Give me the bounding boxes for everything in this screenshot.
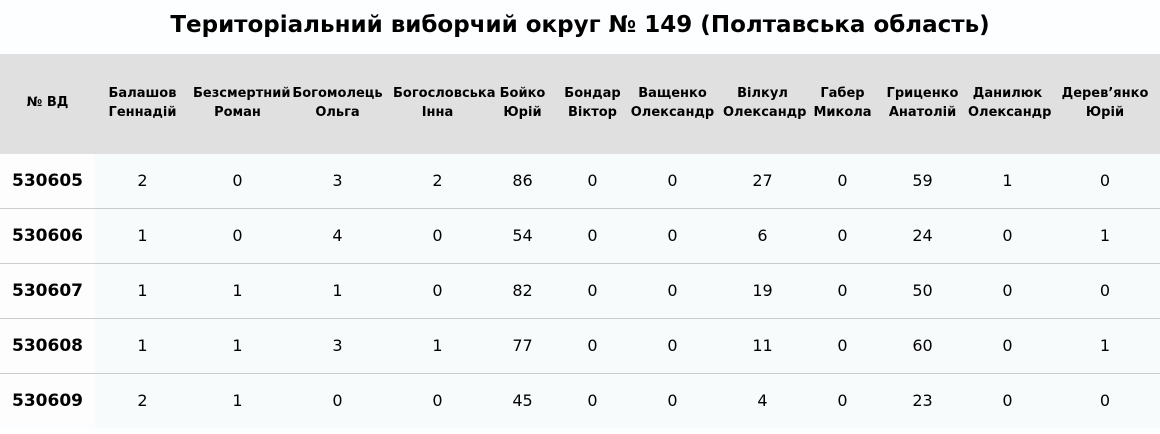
vote-count-cell: 0 bbox=[190, 153, 285, 209]
vote-count-cell: 1 bbox=[285, 262, 390, 319]
vote-count-cell: 1 bbox=[390, 317, 485, 374]
vote-count-cell: 0 bbox=[560, 153, 625, 209]
vote-count-cell: 60 bbox=[880, 317, 965, 374]
vote-count-cell: 24 bbox=[880, 207, 965, 264]
vote-count-cell: 3 bbox=[285, 317, 390, 374]
station-id-cell: 530605 bbox=[0, 153, 95, 209]
vote-count-cell: 1 bbox=[190, 372, 285, 428]
table-body: 530605 2 0 3 2 86 0 0 27 0 59 1 0 530606 1 0 4 0 54 0 0 6 0 24 0… bbox=[0, 153, 1160, 428]
vote-count-cell: 0 bbox=[965, 372, 1050, 428]
table-row: 530606 1 0 4 0 54 0 0 6 0 24 0 1 bbox=[0, 207, 1160, 264]
vote-count-cell: 11 bbox=[720, 317, 805, 374]
vote-count-cell: 0 bbox=[560, 207, 625, 264]
column-header-candidate: Балашов Геннадій bbox=[95, 53, 190, 154]
vote-count-cell: 1 bbox=[965, 153, 1050, 209]
column-header-station-id: № ВД bbox=[0, 53, 95, 154]
vote-count-cell: 1 bbox=[95, 207, 190, 264]
vote-count-cell: 4 bbox=[285, 207, 390, 264]
results-table: № ВД Балашов Геннадій Безсмертний Роман Бог… bbox=[0, 53, 1160, 428]
vote-count-cell: 0 bbox=[625, 207, 720, 264]
page-title: Територіальний виборчий округ № 149 (Пол… bbox=[170, 12, 990, 38]
column-header-candidate: Габер Микола bbox=[805, 53, 880, 154]
vote-count-cell: 59 bbox=[880, 153, 965, 209]
vote-count-cell: 1 bbox=[95, 262, 190, 319]
vote-count-cell: 0 bbox=[560, 262, 625, 319]
table-row: 530609 2 1 0 0 45 0 0 4 0 23 0 0 bbox=[0, 372, 1160, 428]
vote-count-cell: 1 bbox=[1050, 317, 1160, 374]
station-id-cell: 530606 bbox=[0, 207, 95, 264]
column-header-candidate: Безсмертний Роман bbox=[190, 53, 290, 154]
column-header-candidate: Вілкул Олександр bbox=[720, 53, 806, 154]
vote-count-cell: 45 bbox=[485, 372, 560, 428]
column-header-candidate: Бойко Юрій bbox=[485, 53, 560, 154]
vote-count-cell: 0 bbox=[1050, 262, 1160, 319]
vote-count-cell: 0 bbox=[625, 262, 720, 319]
vote-count-cell: 1 bbox=[1050, 207, 1160, 264]
vote-count-cell: 82 bbox=[485, 262, 560, 319]
vote-count-cell: 0 bbox=[805, 317, 880, 374]
vote-count-cell: 0 bbox=[1050, 372, 1160, 428]
vote-count-cell: 50 bbox=[880, 262, 965, 319]
vote-count-cell: 0 bbox=[285, 372, 390, 428]
station-id-cell: 530608 bbox=[0, 317, 95, 374]
column-header-candidate: Богомолець Ольга bbox=[285, 53, 390, 154]
column-header-candidate: Богословська Інна bbox=[390, 53, 495, 154]
vote-count-cell: 0 bbox=[965, 262, 1050, 319]
vote-count-cell: 4 bbox=[720, 372, 805, 428]
vote-count-cell: 1 bbox=[95, 317, 190, 374]
table-row: 530607 1 1 1 0 82 0 0 19 0 50 0 0 bbox=[0, 262, 1160, 319]
vote-count-cell: 3 bbox=[285, 153, 390, 209]
vote-count-cell: 0 bbox=[390, 372, 485, 428]
vote-count-cell: 0 bbox=[190, 207, 285, 264]
vote-count-cell: 2 bbox=[95, 372, 190, 428]
vote-count-cell: 6 bbox=[720, 207, 805, 264]
column-header-candidate: Гриценко Анатолій bbox=[880, 53, 965, 154]
vote-count-cell: 0 bbox=[965, 317, 1050, 374]
column-header-candidate: Данилюк Олександр bbox=[965, 53, 1051, 154]
vote-count-cell: 0 bbox=[805, 153, 880, 209]
vote-count-cell: 0 bbox=[625, 153, 720, 209]
vote-count-cell: 0 bbox=[625, 317, 720, 374]
vote-count-cell: 0 bbox=[560, 372, 625, 428]
vote-count-cell: 27 bbox=[720, 153, 805, 209]
station-id-cell: 530609 bbox=[0, 372, 95, 428]
vote-count-cell: 23 bbox=[880, 372, 965, 428]
vote-count-cell: 0 bbox=[965, 207, 1050, 264]
vote-count-cell: 19 bbox=[720, 262, 805, 319]
vote-count-cell: 0 bbox=[390, 207, 485, 264]
vote-count-cell: 86 bbox=[485, 153, 560, 209]
table-row: 530608 1 1 3 1 77 0 0 11 0 60 0 1 bbox=[0, 317, 1160, 374]
column-header-candidate: Дерев’янко Юрій bbox=[1050, 53, 1160, 154]
vote-count-cell: 0 bbox=[1050, 153, 1160, 209]
vote-count-cell: 0 bbox=[805, 372, 880, 428]
vote-count-cell: 0 bbox=[625, 372, 720, 428]
vote-count-cell: 1 bbox=[190, 317, 285, 374]
vote-count-cell: 77 bbox=[485, 317, 560, 374]
vote-count-cell: 0 bbox=[390, 262, 485, 319]
vote-count-cell: 2 bbox=[390, 153, 485, 209]
station-id-cell: 530607 bbox=[0, 262, 95, 319]
column-header-candidate: Ващенко Олександр bbox=[625, 53, 720, 154]
table-row: 530605 2 0 3 2 86 0 0 27 0 59 1 0 bbox=[0, 153, 1160, 209]
table-header: № ВД Балашов Геннадій Безсмертний Роман Бог… bbox=[0, 53, 1160, 154]
vote-count-cell: 0 bbox=[805, 262, 880, 319]
vote-count-cell: 0 bbox=[560, 317, 625, 374]
vote-count-cell: 54 bbox=[485, 207, 560, 264]
column-header-candidate: Бондар Віктор bbox=[560, 53, 625, 154]
vote-count-cell: 2 bbox=[95, 153, 190, 209]
vote-count-cell: 0 bbox=[805, 207, 880, 264]
vote-count-cell: 1 bbox=[190, 262, 285, 319]
header-row: № ВД Балашов Геннадій Безсмертний Роман Бог… bbox=[0, 53, 1160, 154]
